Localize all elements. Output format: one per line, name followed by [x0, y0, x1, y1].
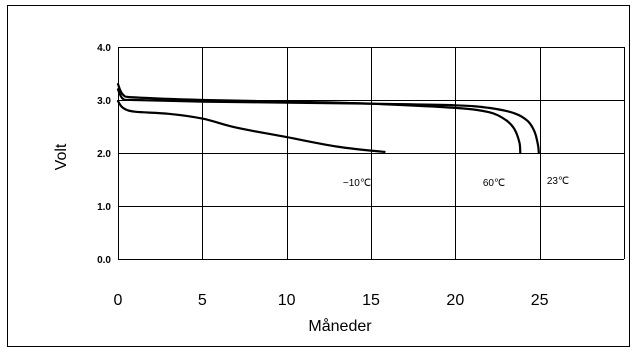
grid — [118, 47, 625, 260]
y-tick-label: 1.0 — [97, 202, 111, 213]
x-tick-label: 25 — [531, 292, 549, 309]
y-tick-label: 0.0 — [97, 255, 111, 266]
series-label-minus10: −10℃ — [343, 178, 371, 189]
x-tick-label: 10 — [278, 292, 296, 309]
y-tick-label: 3.0 — [97, 96, 111, 107]
curve-labels: −10℃ 60℃ 23℃ — [343, 176, 569, 189]
series-line-minus10 — [116, 100, 386, 153]
series-label-60: 60℃ — [483, 178, 505, 189]
x-tick-label: 0 — [114, 292, 123, 309]
y-tick-label: 4.0 — [97, 43, 111, 54]
x-tick-label: 5 — [198, 292, 207, 309]
y-tick-labels: 0.0 1.0 2.0 3.0 4.0 — [97, 43, 111, 266]
x-tick-label: 20 — [446, 292, 464, 309]
x-tick-label: 15 — [362, 292, 380, 309]
curves — [116, 83, 540, 155]
series-line-23 — [116, 88, 540, 155]
y-axis-title: Volt — [53, 143, 70, 170]
series-label-23: 23℃ — [547, 176, 569, 187]
chart-frame — [7, 5, 630, 347]
x-tick-labels: 0 5 10 15 20 25 — [114, 292, 549, 309]
x-axis-title: Måneder — [308, 317, 372, 335]
y-tick-label: 2.0 — [97, 149, 111, 160]
